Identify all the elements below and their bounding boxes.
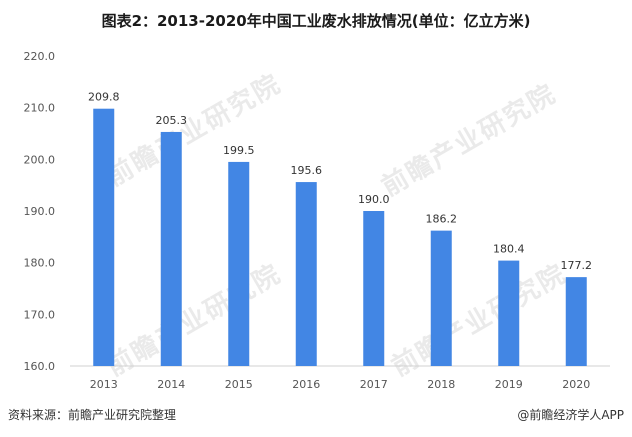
y-tick-label: 170.0 [24, 308, 56, 321]
y-tick-label: 220.0 [24, 50, 56, 63]
y-tick-label: 180.0 [24, 257, 56, 270]
x-tick-label: 2014 [157, 378, 185, 391]
bar [430, 230, 452, 366]
x-tick-label: 2015 [225, 378, 253, 391]
bar [498, 260, 520, 366]
bar [295, 182, 317, 366]
chart-title: 图表2：2013-2020年中国工业废水排放情况(单位：亿立方米) [101, 12, 531, 30]
bar [160, 131, 182, 366]
data-label: 199.5 [223, 144, 255, 157]
y-tick-label: 200.0 [24, 153, 56, 166]
x-tick-label: 2018 [427, 378, 455, 391]
y-tick-label: 210.0 [24, 102, 56, 115]
y-tick-label: 160.0 [24, 360, 56, 373]
source-note: 资料来源：前瞻产业研究院整理 [8, 408, 177, 422]
x-tick-label: 2013 [90, 378, 118, 391]
x-tick-label: 2020 [562, 378, 590, 391]
bar-chart: 160.0 170.0 180.0 190.0 200.0 210.0 220.0 209.8… [24, 50, 610, 391]
bar [363, 211, 385, 366]
bar [565, 277, 587, 366]
brand-credit: @前瞻经济学人APP [517, 408, 624, 422]
data-label: 186.2 [426, 213, 458, 226]
bar [228, 161, 250, 366]
data-label: 205.3 [156, 114, 188, 127]
data-label: 195.6 [291, 164, 323, 177]
data-label: 177.2 [561, 259, 593, 272]
bar [93, 108, 115, 366]
y-tick-label: 190.0 [24, 205, 56, 218]
x-tick-label: 2016 [292, 378, 320, 391]
x-tick-label: 2019 [495, 378, 523, 391]
data-label: 209.8 [88, 91, 120, 104]
x-tick-label: 2017 [360, 378, 388, 391]
data-label: 180.4 [493, 243, 525, 256]
data-label: 190.0 [358, 193, 390, 206]
